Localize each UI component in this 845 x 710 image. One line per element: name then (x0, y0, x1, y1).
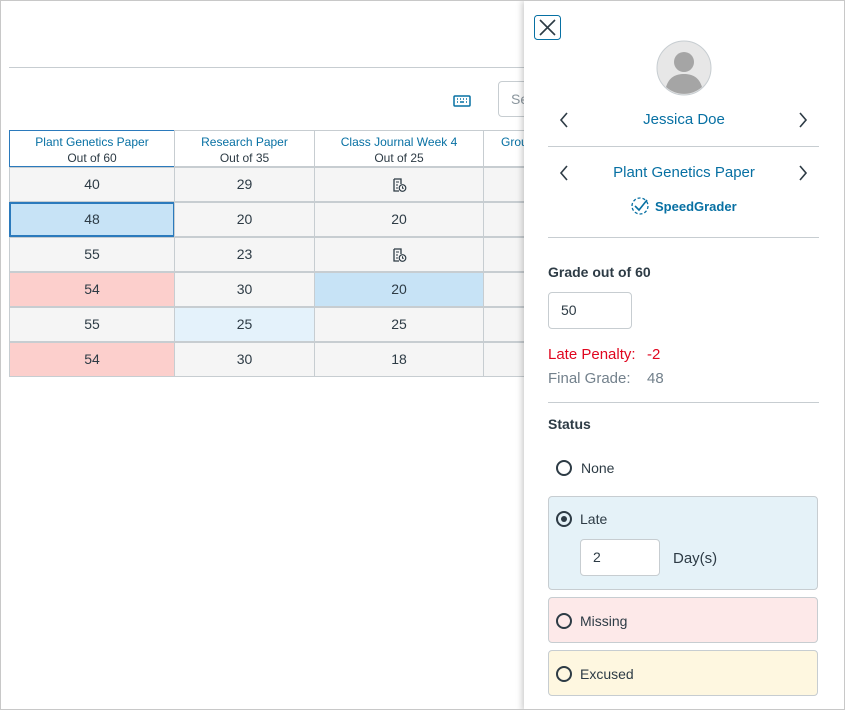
radio-late[interactable] (556, 511, 572, 527)
grade-cell[interactable]: 25 (174, 307, 315, 342)
days-input[interactable]: 2 (580, 539, 660, 576)
grade-cell[interactable] (314, 237, 484, 272)
option-label[interactable]: Missing (580, 613, 628, 629)
keyboard-icon[interactable] (453, 93, 471, 109)
divider (548, 402, 819, 403)
divider (548, 237, 819, 238)
column-title[interactable]: Research Paper (201, 135, 288, 149)
grade-cell[interactable]: 20 (174, 202, 315, 237)
final-grade-value: 48 (647, 370, 664, 387)
column-header[interactable]: Plant Genetics Paper Out of 60 (9, 130, 175, 167)
radio-excused[interactable] (556, 666, 572, 682)
grade-cell[interactable]: 25 (314, 307, 484, 342)
grade-cell[interactable]: 29 (174, 167, 315, 202)
late-penalty-value: -2 (647, 346, 661, 363)
grade-cell[interactable]: 30 (174, 272, 315, 307)
status-label: Status (548, 416, 591, 432)
days-label: Day(s) (673, 550, 718, 567)
divider (9, 67, 524, 68)
speedgrader-icon (631, 197, 649, 215)
previous-student[interactable] (558, 111, 570, 129)
previous-assignment[interactable] (558, 164, 570, 182)
column-header[interactable]: Research Paper Out of 35 (174, 130, 315, 167)
assignment-name[interactable]: Plant Genetics Paper (613, 164, 755, 181)
grade-cell[interactable]: 48 (9, 202, 175, 237)
student-name[interactable]: Jessica Doe (643, 111, 725, 128)
column-title[interactable]: Grou (501, 135, 528, 149)
missing-option-box[interactable]: Missing (548, 597, 818, 643)
grade-cell[interactable]: 18 (314, 342, 484, 377)
column-points: Out of 25 (374, 151, 424, 165)
grade-cell[interactable] (314, 167, 484, 202)
late-penalty-label: Late Penalty: (548, 346, 636, 363)
column-points: Out of 35 (219, 151, 270, 165)
column-title[interactable]: Plant Genetics Paper (35, 135, 149, 149)
grade-cell[interactable]: 54 (9, 272, 175, 307)
option-label[interactable]: None (581, 460, 615, 476)
grade-cell[interactable]: 40 (9, 167, 175, 202)
column-points: Out of 60 (67, 151, 117, 165)
grade-input[interactable]: 50 (548, 292, 632, 329)
next-student[interactable] (797, 111, 809, 129)
avatar (656, 40, 712, 96)
late-option-box[interactable]: Late 2 Day(s) (548, 496, 818, 590)
grade-detail-tray: Jessica Doe Plant Genetics Paper SpeedGr… (524, 1, 844, 709)
final-grade-label: Final Grade: (548, 370, 631, 387)
grade-cell[interactable]: 30 (174, 342, 315, 377)
grade-cell[interactable]: 20 (314, 272, 484, 307)
grade-label: Grade out of 60 (548, 264, 651, 280)
option-label[interactable]: Late (580, 511, 608, 527)
grade-cell[interactable]: 55 (9, 237, 175, 272)
grade-cell[interactable]: 23 (174, 237, 315, 272)
submission-icon (393, 178, 407, 193)
divider (548, 146, 819, 147)
radio-missing[interactable] (556, 613, 572, 629)
column-title[interactable]: Class Journal Week 4 (340, 135, 458, 149)
next-assignment[interactable] (797, 164, 809, 182)
grade-cell[interactable]: 20 (314, 202, 484, 237)
speedgrader-link[interactable]: SpeedGrader (655, 199, 737, 214)
grade-cell[interactable]: 55 (9, 307, 175, 342)
option-label[interactable]: Excused (580, 666, 634, 682)
grade-cell[interactable]: 54 (9, 342, 175, 377)
column-header[interactable]: Class Journal Week 4 Out of 25 (314, 130, 484, 167)
close-button[interactable] (534, 15, 561, 40)
excused-option-box[interactable]: Excused (548, 650, 818, 696)
submission-icon (393, 248, 407, 263)
radio-none[interactable] (556, 460, 572, 476)
